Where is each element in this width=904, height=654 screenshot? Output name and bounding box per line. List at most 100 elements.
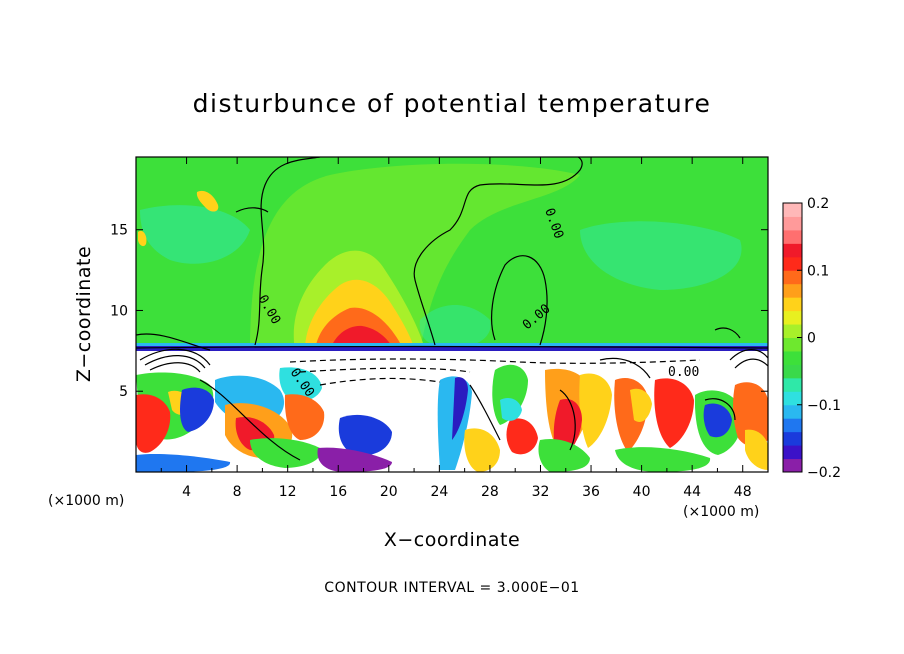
eddy [500, 398, 522, 421]
eddy [284, 394, 325, 440]
colorbar-swatch [783, 283, 802, 298]
x-tick-label: 8 [233, 484, 242, 500]
eddy [464, 428, 500, 472]
plot-area [136, 157, 768, 472]
contour-line-zero [235, 207, 269, 213]
colorbar-swatch [783, 458, 802, 473]
contour-line-eddy [149, 362, 201, 373]
x-tick-label: 44 [683, 484, 701, 500]
contour-line-zero [714, 327, 741, 339]
contour-line-eddy [139, 348, 211, 366]
eddy [630, 388, 652, 423]
colorbar-swatch [783, 243, 802, 258]
eddy [506, 418, 538, 455]
colorbar-tick-label: 0 [807, 331, 816, 347]
colorbar-swatch [783, 364, 802, 379]
eddy [733, 382, 768, 447]
contour-line-dashed [299, 367, 471, 373]
contour-line-eddy [144, 355, 206, 369]
eddy [579, 373, 612, 448]
contour-line-eddy [729, 349, 768, 361]
y-axis: 5 10 15 [110, 223, 768, 400]
eddy [279, 367, 322, 402]
plot-frame [135, 156, 769, 473]
colorbar-swatch [783, 324, 802, 338]
colorbar-swatch [783, 229, 802, 244]
colorbar: 0.2 0.1 0 −0.1 −0.2 [782, 196, 841, 481]
colorbar-swatch [783, 203, 802, 217]
colorbar-swatch [783, 256, 802, 271]
colorbar-tick-label: 0.1 [807, 263, 829, 279]
contour-line-eddy [199, 379, 301, 461]
contour-line-eddy [734, 358, 768, 369]
y-tick-label: 10 [110, 303, 128, 319]
x-tick-label: 36 [582, 484, 600, 500]
eddy [136, 453, 231, 472]
upper-cyan-patch [419, 305, 491, 349]
x-tick-label: 40 [633, 484, 651, 500]
x-unit-label-right: (×1000 m) [683, 504, 759, 520]
inversion-band-cyan [136, 343, 768, 346]
colorbar-swatch [783, 216, 802, 231]
x-tick-label: 20 [380, 484, 398, 500]
colorbar-swatch [783, 350, 802, 365]
colorbar-swatch [783, 404, 802, 419]
contour-line-zero [136, 333, 211, 351]
contour-interval-note: CONTOUR INTERVAL = 3.000E−01 [324, 580, 579, 596]
colorbar-tick-label: −0.2 [807, 465, 841, 481]
x-tick-label: 48 [734, 484, 752, 500]
eddy [452, 377, 468, 440]
upper-cyan-patch [580, 221, 742, 290]
x-axis: 4 8 12 16 20 24 28 32 36 40 44 48 [160, 157, 752, 500]
eddy [703, 403, 732, 438]
contour-line-dashed [319, 377, 441, 386]
upper-cyan-patch [140, 205, 250, 264]
colorbar-swatch [783, 391, 802, 406]
colorbar-swatch [783, 310, 802, 325]
eddy [538, 438, 590, 472]
y-tick-label: 5 [119, 384, 128, 400]
eddy [338, 414, 392, 456]
contour-line-eddy [599, 357, 651, 379]
inversion-band-dark [136, 346, 768, 351]
eddy [615, 447, 711, 472]
contour-line-eddy [704, 398, 736, 421]
colorbar-swatch [783, 431, 802, 446]
warm-spot [138, 230, 147, 247]
contour-line-zero [490, 255, 548, 346]
contour-line-inversion [136, 345, 768, 349]
y-axis-label: Z−coordinate [73, 246, 95, 382]
eddy [745, 429, 768, 470]
colorbar-swatch [783, 418, 802, 433]
colorbar-swatch [783, 445, 802, 460]
contour-label: 0.00 [668, 365, 699, 380]
colorbar-swatch [783, 337, 802, 352]
contour-line-zero [413, 157, 583, 346]
warm-spot [196, 190, 219, 212]
colorbar-tick-label: −0.1 [807, 398, 841, 414]
x-tick-label: 12 [279, 484, 297, 500]
eddy [654, 378, 694, 448]
x-axis-label: X−coordinate [384, 529, 520, 551]
contour-line-eddy [469, 384, 501, 441]
eddy [180, 387, 214, 432]
inversion-band-white [136, 351, 768, 366]
colorbar-swatch [783, 297, 802, 312]
colorbar-tick-label: 0.2 [807, 196, 829, 212]
eddy [317, 447, 392, 472]
x-tick-label: 16 [329, 484, 347, 500]
eddy [136, 394, 171, 453]
x-tick-label: 4 [182, 484, 191, 500]
eddy [250, 438, 321, 468]
chart-title: disturbunce of potential temperature [193, 89, 712, 118]
x-unit-label-left: (×1000 m) [48, 493, 124, 509]
x-tick-label: 28 [481, 484, 499, 500]
y-tick-label: 15 [110, 223, 128, 239]
colorbar-swatch [783, 270, 802, 285]
contour-line-dashed [289, 358, 701, 364]
x-tick-label: 24 [430, 484, 448, 500]
colorbar-swatch [783, 377, 802, 392]
contour-line-eddy [559, 389, 576, 451]
x-tick-label: 32 [532, 484, 550, 500]
